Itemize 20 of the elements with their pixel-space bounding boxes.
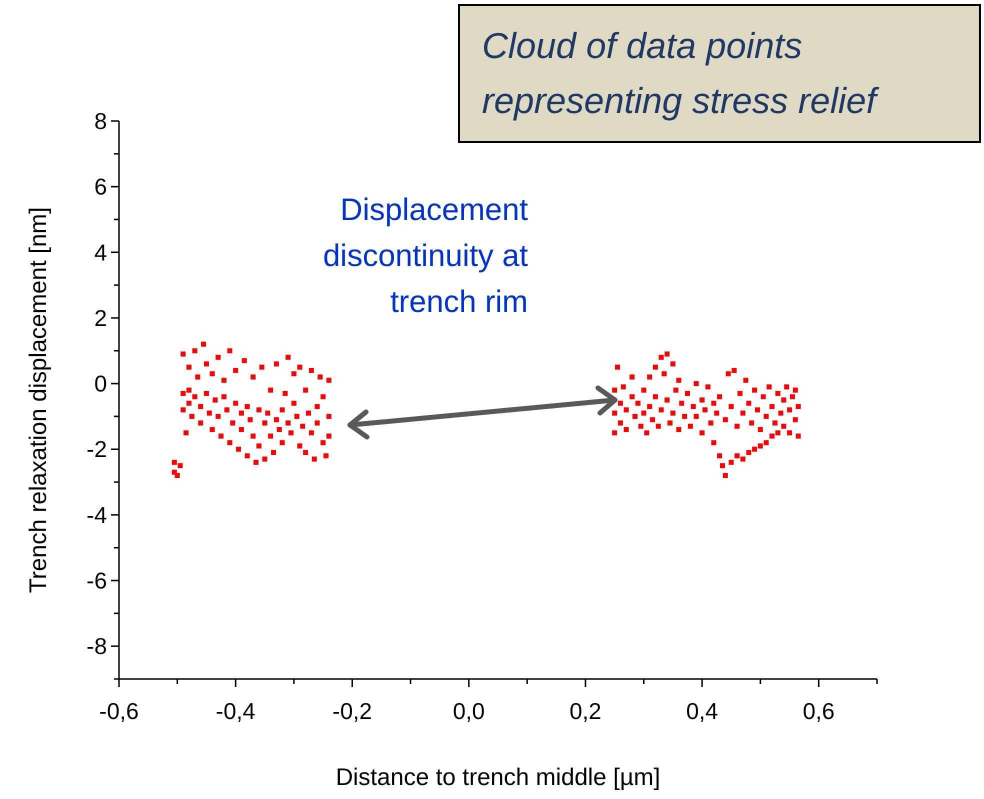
- x-tick-label: -0,6: [99, 698, 139, 724]
- y-tick-label: 8: [94, 108, 107, 134]
- y-tick-label: 4: [94, 239, 108, 266]
- x-tick-label: 0,4: [686, 698, 718, 724]
- annotation: Cloud of data points representing stress relief: [482, 25, 880, 121]
- x-tick-label: 0,6: [802, 698, 835, 724]
- y-tick-label: -4: [86, 502, 108, 528]
- y-tick-label: 0: [94, 370, 107, 397]
- x-tick-label: -0,2: [332, 698, 372, 724]
- y-tick-label: 6: [94, 174, 107, 200]
- y-tick-label: -8: [86, 633, 107, 660]
- y-tick-label: 2: [94, 304, 107, 331]
- y-tick-label: -2: [86, 436, 107, 462]
- x-tick-label: 0,2: [569, 698, 602, 724]
- x-tick-label: 0,0: [452, 698, 485, 724]
- y-tick-label: -6: [86, 568, 107, 594]
- y-axis-title: Trench relaxation displacement [nm]: [25, 207, 52, 593]
- x-axis-title: Distance to trench middle [µm]: [336, 764, 660, 791]
- x-tick-label: -0,4: [216, 698, 256, 724]
- annotation: Displacement discontinuity at trench rim: [322, 192, 528, 319]
